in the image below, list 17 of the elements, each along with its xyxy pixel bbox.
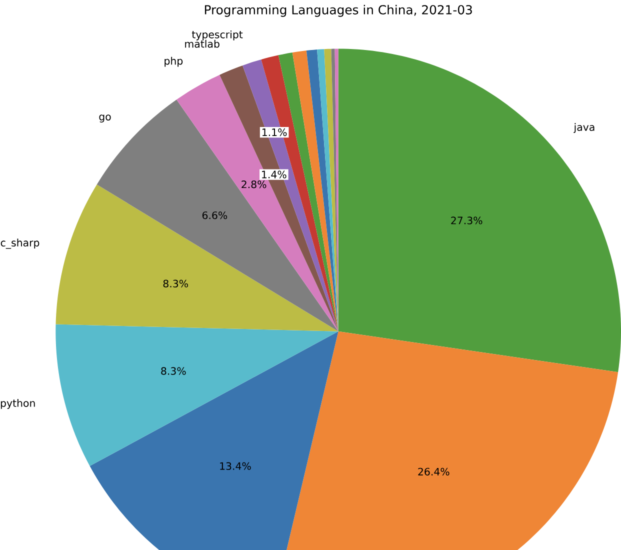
data-label: 8.3% [161, 367, 186, 375]
slice-label: typescript [192, 30, 243, 40]
data-label: 1.1% [262, 128, 287, 136]
slice-label: c_sharp [0, 238, 40, 249]
data-label: 26.4% [418, 468, 450, 476]
data-label: 8.3% [163, 280, 188, 288]
data-label: 2.8% [242, 180, 266, 188]
data-label: 6.6% [202, 211, 228, 220]
data-label: 13.4% [220, 462, 251, 470]
chart-title: Programming Languages in China, 2021-03 [204, 4, 472, 17]
slice-label: go [99, 114, 111, 122]
slice-label: python [0, 399, 35, 409]
slice-label: matlab [185, 40, 220, 48]
data-label: 27.3% [451, 216, 482, 224]
data-label: 1.4% [262, 170, 286, 178]
slice-label: php [164, 56, 183, 67]
slice-label: java [574, 123, 594, 133]
